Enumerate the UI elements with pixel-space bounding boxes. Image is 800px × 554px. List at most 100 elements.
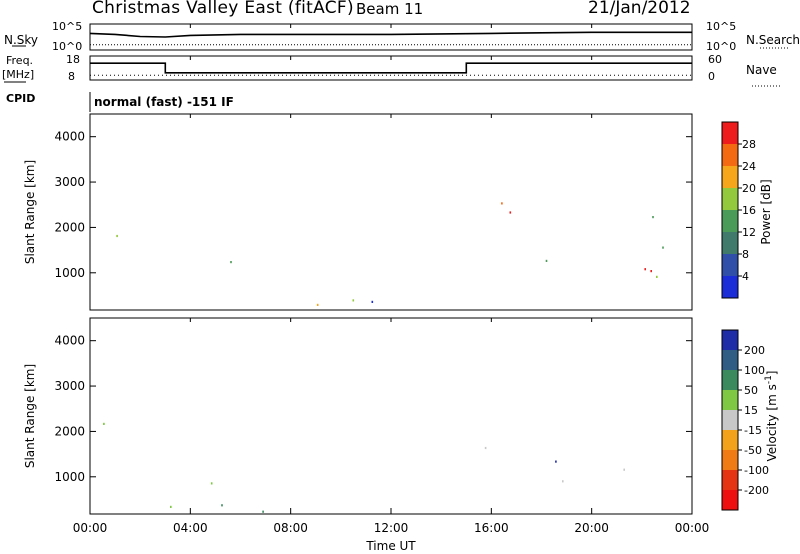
power-scatter xyxy=(116,202,664,306)
velocity-cell xyxy=(210,482,213,485)
nsky-label: N.Sky xyxy=(4,33,38,47)
power-colorbar-swatch xyxy=(722,188,738,211)
power-cell xyxy=(116,234,118,238)
power-colorbar-swatch xyxy=(722,210,738,233)
power-colorbar-tick-label: 24 xyxy=(742,160,756,173)
velocity-colorbar-swatch xyxy=(722,370,738,391)
velocity-colorbar-label: Velocity [m s-1] xyxy=(764,371,779,462)
time-tick-label: 08:00 xyxy=(273,521,308,535)
power-colorbar-swatch xyxy=(722,254,738,277)
power-colorbar-label: Power [dB] xyxy=(759,179,773,244)
velocity-plot-area xyxy=(90,318,692,514)
nsky-panel: N.Sky 10^5 10^0 10^5 10^0 N.Search xyxy=(4,20,800,53)
power-colorbar: 4 8 12 16 20 24 28 xyxy=(721,121,756,299)
nsky-series-line xyxy=(89,31,692,38)
power-cell xyxy=(230,261,232,264)
velocity-colorbar-swatch xyxy=(722,350,738,371)
power-colorbar-swatch xyxy=(722,276,738,299)
time-tick-label: 16:00 xyxy=(474,521,509,535)
velocity-colorbar-swatch xyxy=(722,390,738,411)
nave-tick-low: 0 xyxy=(708,70,715,83)
time-tick-label: 00:00 xyxy=(73,521,108,535)
velocity-panel: 1000 2000 3000 4000 Slant Range [km] 200 100… xyxy=(23,317,779,515)
time-x-ticks: 00:00 04:00 08:00 12:00 16:00 20:00 00:00 xyxy=(73,24,710,535)
velocity-colorbar-tick-label: 50 xyxy=(744,384,758,397)
power-cell xyxy=(644,268,646,271)
velocity-colorbar-label-text: Velocity [m s xyxy=(765,384,779,461)
freq-panel: Freq. [MHz] 18 8 60 0 Nave xyxy=(2,53,780,87)
cpid-row: CPID normal (fast) -151 IF xyxy=(6,92,234,112)
power-colorbar-swatch xyxy=(722,144,738,167)
power-y-tick-label: 3000 xyxy=(54,175,85,189)
velocity-colorbar-tick-label: 200 xyxy=(744,344,765,357)
velocity-y-ticks: 1000 2000 3000 4000 xyxy=(54,334,692,484)
velocity-colorbar: 200 100 50 15 -15 -50 -100 -200 xyxy=(721,329,769,511)
velocity-cell xyxy=(623,468,625,471)
power-colorbar-swatch xyxy=(722,166,738,189)
velocity-y-tick-label: 1000 xyxy=(54,470,85,484)
cpid-label: CPID xyxy=(6,92,35,105)
freq-series-line xyxy=(90,62,692,74)
velocity-colorbar-frame xyxy=(721,329,739,511)
velocity-colorbar-swatch xyxy=(722,330,738,351)
power-plot-area xyxy=(90,114,692,310)
power-colorbar-tick-label: 20 xyxy=(742,182,756,195)
nsearch-tick-low: 10^0 xyxy=(706,40,736,53)
velocity-colorbar-swatch xyxy=(722,470,738,491)
time-tick-label: 20:00 xyxy=(574,521,609,535)
velocity-colorbar-tick-label: -50 xyxy=(744,444,762,457)
freq-unit-label: [MHz] xyxy=(2,68,34,81)
power-colorbar-swatch xyxy=(722,122,738,145)
velocity-colorbar-tick-label: -100 xyxy=(744,464,769,477)
nave-tick-high: 60 xyxy=(708,53,722,66)
power-cell xyxy=(650,270,652,273)
power-colorbar-tick-label: 16 xyxy=(742,204,756,217)
nsky-tick-high: 10^5 xyxy=(52,20,82,33)
time-tick-label: 00:00 xyxy=(675,521,710,535)
velocity-colorbar-tick-label: 100 xyxy=(744,364,765,377)
velocity-y-axis-label: Slant Range [km] xyxy=(23,364,37,468)
velocity-cell xyxy=(221,504,223,507)
velocity-colorbar-swatch xyxy=(722,430,738,451)
power-y-axis-label: Slant Range [km] xyxy=(23,160,37,264)
velocity-cell xyxy=(484,446,487,450)
time-tick-label: 04:00 xyxy=(173,521,208,535)
velocity-cell xyxy=(562,480,564,483)
nsky-tick-low: 10^0 xyxy=(52,40,82,53)
power-colorbar-tick-label: 28 xyxy=(742,138,756,151)
nsearch-label: N.Search xyxy=(746,33,800,47)
velocity-y-tick-label: 3000 xyxy=(54,379,85,393)
time-tick-label: 12:00 xyxy=(374,521,409,535)
velocity-colorbar-swatch xyxy=(722,410,738,431)
nave-label: Nave xyxy=(746,63,777,77)
power-cell xyxy=(662,246,664,249)
chart-title: Christmas Valley East (fitACF) xyxy=(92,0,354,18)
power-cell xyxy=(509,211,512,214)
velocity-cell xyxy=(262,510,264,513)
velocity-y-tick-label: 2000 xyxy=(54,424,85,438)
power-cell xyxy=(316,303,319,306)
power-colorbar-swatch xyxy=(722,232,738,255)
power-colorbar-tick-label: 8 xyxy=(742,248,749,261)
nsearch-tick-high: 10^5 xyxy=(706,20,736,33)
velocity-colorbar-label-exponent: -1 xyxy=(764,375,774,384)
velocity-cell xyxy=(103,422,105,425)
power-cell xyxy=(652,216,654,219)
velocity-cell xyxy=(170,505,172,508)
velocity-cell xyxy=(555,460,557,463)
power-colorbar-tick-label: 12 xyxy=(742,226,756,239)
power-y-tick-label: 4000 xyxy=(54,130,85,144)
power-y-tick-label: 2000 xyxy=(54,220,85,234)
velocity-colorbar-tick-label: -200 xyxy=(744,484,769,497)
freq-tick-high: 18 xyxy=(66,53,80,66)
velocity-y-tick-label: 4000 xyxy=(54,334,85,348)
velocity-colorbar-swatch xyxy=(722,450,738,471)
power-cell xyxy=(656,275,658,278)
power-cell xyxy=(352,299,355,302)
velocity-colorbar-swatch xyxy=(722,490,738,511)
beam-label: Beam 11 xyxy=(356,0,424,18)
power-colorbar-tick-label: 4 xyxy=(742,270,749,283)
velocity-scatter xyxy=(103,422,625,513)
freq-label: Freq. xyxy=(6,54,33,67)
